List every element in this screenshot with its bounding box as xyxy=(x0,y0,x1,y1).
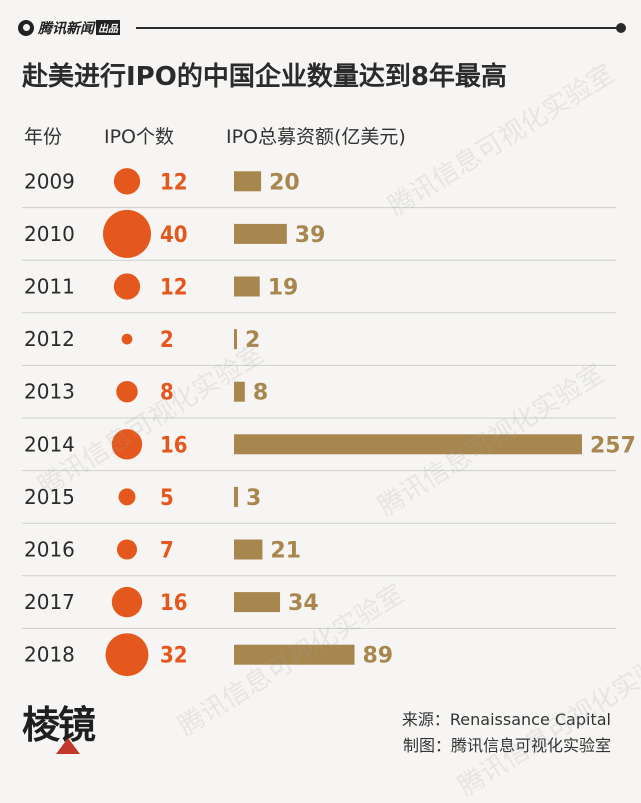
year-label: 2016 xyxy=(24,538,75,562)
ipo-amount-label: 21 xyxy=(270,539,301,564)
year-label: 2011 xyxy=(24,275,75,299)
ipo-count-label: 2 xyxy=(160,328,174,353)
ipo-amount-label: 20 xyxy=(269,170,300,195)
ipo-count-circle xyxy=(111,586,143,618)
ipo-amount-label: 2 xyxy=(245,328,260,353)
ipo-count-label: 40 xyxy=(160,223,188,248)
source-note: 来源：Renaissance Capital xyxy=(401,710,611,729)
ipo-count-label: 12 xyxy=(160,276,188,301)
column-header-count: IPO个数 xyxy=(104,126,175,148)
ipo-count-label: 16 xyxy=(160,591,188,616)
ipo-count-circle xyxy=(116,539,138,560)
brand-tag: 出品 xyxy=(96,20,120,35)
ipo-amount-bar xyxy=(234,434,582,455)
ipo-count-label: 8 xyxy=(160,381,174,406)
prism-logo-mark xyxy=(56,738,80,754)
ipo-count-circle xyxy=(113,168,141,195)
ipo-amount-label: 257 xyxy=(590,433,636,458)
ipo-count-circle xyxy=(105,633,149,677)
ipo-amount-bar xyxy=(234,644,355,665)
tencent-news-logo-icon xyxy=(18,20,34,36)
ipo-amount-bar xyxy=(234,486,239,507)
ipo-amount-label: 89 xyxy=(363,644,394,669)
header-dot xyxy=(616,23,626,33)
year-label: 2018 xyxy=(24,643,75,667)
brand-name: 腾讯新闻 出品 xyxy=(38,20,120,37)
chart-title: 赴美进行IPO的中国企业数量达到8年最高 xyxy=(22,62,507,92)
ipo-amount-label: 39 xyxy=(295,223,326,248)
ipo-amount-label: 3 xyxy=(246,486,261,511)
ipo-count-label: 12 xyxy=(160,170,188,195)
infographic: 腾讯新闻 出品 赴美进行IPO的中国企业数量达到8年最高 年份 IPO个数 IPO… xyxy=(18,14,641,802)
ipo-amount-bar xyxy=(234,592,281,613)
column-header-year: 年份 xyxy=(24,126,63,148)
year-label: 2013 xyxy=(24,380,75,404)
ipo-amount-bar xyxy=(234,539,263,560)
ipo-amount-bar xyxy=(234,223,287,244)
ipo-amount-bar xyxy=(234,171,262,192)
column-header-amount: IPO总募资额(亿美元) xyxy=(226,126,406,148)
ipo-count-circle xyxy=(111,429,143,460)
year-label: 2017 xyxy=(24,590,75,614)
ipo-amount-bar xyxy=(234,329,237,350)
year-label: 2015 xyxy=(24,485,75,509)
ipo-count-label: 5 xyxy=(160,486,174,511)
year-label: 2014 xyxy=(24,432,75,456)
ipo-count-label: 32 xyxy=(160,644,188,669)
ipo-amount-bar xyxy=(234,381,245,402)
ipo-count-circle xyxy=(103,209,151,258)
header-rule xyxy=(136,27,624,29)
ipo-count-circle xyxy=(113,273,141,300)
ipo-count-circle xyxy=(118,488,136,506)
header-bar: 腾讯新闻 出品 xyxy=(18,14,626,42)
year-label: 2009 xyxy=(24,169,75,193)
chart-plot: 2009 12 20 2010 40 39 2011 12 19 2012 2 2 2013 8 8 2014… xyxy=(22,168,636,677)
ipo-count-label: 16 xyxy=(160,433,188,458)
credit-note: 制图：腾讯信息可视化实验室 xyxy=(402,736,611,755)
ipo-count-circle xyxy=(116,380,138,403)
ipo-amount-label: 8 xyxy=(253,381,268,406)
year-label: 2012 xyxy=(24,327,75,351)
ipo-amount-label: 34 xyxy=(288,591,319,616)
ipo-amount-bar xyxy=(234,276,260,297)
ipo-amount-label: 19 xyxy=(268,276,299,301)
ipo-count-label: 7 xyxy=(160,539,174,564)
year-label: 2010 xyxy=(24,222,75,246)
ipo-count-circle xyxy=(121,333,133,345)
